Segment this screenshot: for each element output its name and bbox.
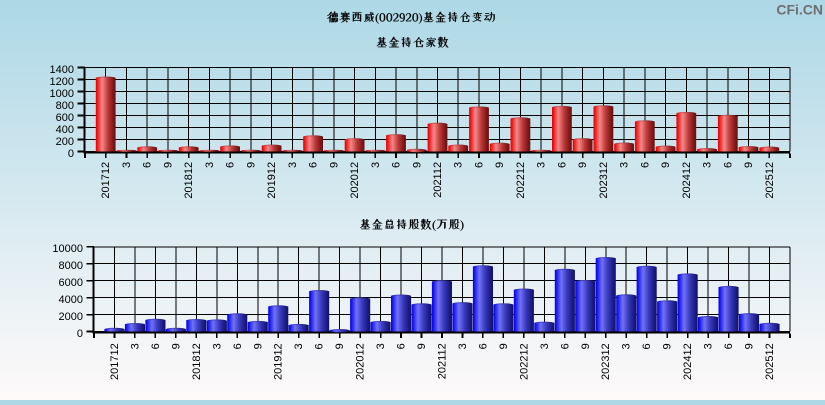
svg-text:9: 9 xyxy=(245,162,257,168)
svg-text:3: 3 xyxy=(536,162,548,168)
svg-text:3: 3 xyxy=(621,343,633,349)
svg-text:9: 9 xyxy=(252,343,264,349)
svg-text:3: 3 xyxy=(375,343,387,349)
svg-text:6: 6 xyxy=(474,162,486,168)
svg-text:6: 6 xyxy=(314,343,326,349)
svg-text:9: 9 xyxy=(743,162,755,168)
svg-text:3: 3 xyxy=(204,162,216,168)
svg-text:6: 6 xyxy=(225,162,237,168)
svg-text:201712: 201712 xyxy=(109,343,121,380)
svg-text:3: 3 xyxy=(129,343,141,349)
svg-text:3: 3 xyxy=(121,162,133,168)
svg-text:202012: 202012 xyxy=(349,162,361,199)
svg-text:3: 3 xyxy=(293,343,305,349)
svg-text:0: 0 xyxy=(77,328,83,340)
svg-text:9: 9 xyxy=(577,162,589,168)
svg-text:202212: 202212 xyxy=(518,343,530,380)
svg-text:3: 3 xyxy=(211,343,223,349)
svg-text:6: 6 xyxy=(722,162,734,168)
svg-text:9: 9 xyxy=(162,162,174,168)
svg-text:6: 6 xyxy=(556,162,568,168)
svg-text:202412: 202412 xyxy=(682,343,694,380)
svg-text:9: 9 xyxy=(170,343,182,349)
svg-text:202112: 202112 xyxy=(437,343,449,379)
svg-text:3: 3 xyxy=(370,162,382,168)
svg-text:202412: 202412 xyxy=(681,162,693,199)
svg-text:6: 6 xyxy=(559,343,571,349)
svg-text:3: 3 xyxy=(539,343,551,349)
svg-text:9: 9 xyxy=(494,162,506,168)
svg-text:202112: 202112 xyxy=(432,162,444,198)
svg-text:1200: 1200 xyxy=(50,76,74,88)
svg-text:6: 6 xyxy=(639,162,651,168)
svg-text:3: 3 xyxy=(287,162,299,168)
svg-text:202312: 202312 xyxy=(598,162,610,199)
svg-text:9: 9 xyxy=(662,343,674,349)
svg-text:9: 9 xyxy=(416,343,428,349)
svg-text:2000: 2000 xyxy=(59,311,83,323)
svg-text:1000: 1000 xyxy=(50,88,74,100)
svg-text:200: 200 xyxy=(56,136,74,148)
svg-text:6: 6 xyxy=(308,162,320,168)
svg-text:202512: 202512 xyxy=(764,343,776,380)
svg-text:202512: 202512 xyxy=(764,162,776,199)
svg-text:0: 0 xyxy=(68,148,74,160)
svg-text:201812: 201812 xyxy=(183,162,195,199)
svg-text:201812: 201812 xyxy=(191,343,203,380)
svg-text:8000: 8000 xyxy=(59,260,83,272)
svg-text:3: 3 xyxy=(457,343,469,349)
svg-text:202012: 202012 xyxy=(355,343,367,380)
svg-text:6: 6 xyxy=(477,343,489,349)
svg-text:4000: 4000 xyxy=(59,294,83,306)
svg-text:1400: 1400 xyxy=(50,64,74,76)
svg-text:6: 6 xyxy=(142,162,154,168)
svg-text:CFi.CN: CFi.CN xyxy=(776,2,823,18)
svg-text:3: 3 xyxy=(453,162,465,168)
svg-text:400: 400 xyxy=(56,124,74,136)
svg-text:3: 3 xyxy=(703,343,715,349)
svg-text:3: 3 xyxy=(702,162,714,168)
svg-text:9: 9 xyxy=(328,162,340,168)
svg-text:9: 9 xyxy=(580,343,592,349)
svg-text:201912: 201912 xyxy=(266,162,278,199)
svg-text:6: 6 xyxy=(232,343,244,349)
svg-text:201912: 201912 xyxy=(273,343,285,380)
svg-text:201712: 201712 xyxy=(100,162,112,199)
svg-text:9: 9 xyxy=(744,343,756,349)
svg-text:9: 9 xyxy=(334,343,346,349)
svg-text:800: 800 xyxy=(56,100,74,112)
svg-text:6: 6 xyxy=(150,343,162,349)
svg-text:9: 9 xyxy=(411,162,423,168)
svg-text:9: 9 xyxy=(498,343,510,349)
svg-text:3: 3 xyxy=(619,162,631,168)
svg-text:6: 6 xyxy=(723,343,735,349)
svg-text:6: 6 xyxy=(396,343,408,349)
svg-text:202212: 202212 xyxy=(515,162,527,199)
svg-text:9: 9 xyxy=(660,162,672,168)
svg-text:6: 6 xyxy=(391,162,403,168)
svg-text:10000: 10000 xyxy=(52,243,83,255)
svg-text:6000: 6000 xyxy=(59,277,83,289)
svg-text:6: 6 xyxy=(641,343,653,349)
svg-text:202312: 202312 xyxy=(600,343,612,380)
svg-text:600: 600 xyxy=(56,112,74,124)
